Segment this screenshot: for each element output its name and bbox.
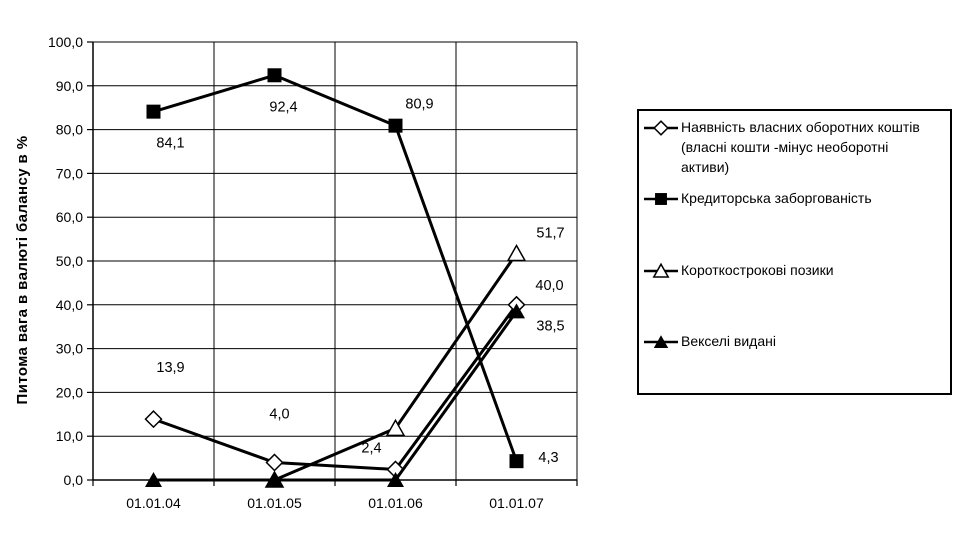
- filled-triangle-marker-icon: [508, 303, 525, 319]
- filled-square-marker-icon: [388, 118, 403, 133]
- legend-item-accounts-payable: Кредиторська заборгованість: [643, 188, 931, 208]
- point-label: 84,1: [156, 136, 184, 152]
- legend-label: Векселі видані: [681, 333, 776, 349]
- series-line-2: [273, 252, 518, 482]
- x-tick-label: 01.01.05: [247, 495, 302, 511]
- legend-item-promissory-notes: Векселі видані: [643, 331, 931, 351]
- filled-square-marker-icon: [509, 454, 524, 469]
- y-tick-label: 30,0: [56, 341, 83, 357]
- legend-label: Наявність власних оборотних коштів (влас…: [681, 119, 920, 175]
- filled-triangle-marker-icon: [266, 472, 283, 487]
- y-tick-label: 40,0: [56, 297, 83, 313]
- y-tick-label: 90,0: [56, 78, 83, 94]
- y-tick-label: 20,0: [56, 384, 83, 400]
- series-line-3: [153, 310, 518, 482]
- y-tick-label: 70,0: [56, 165, 83, 181]
- legend-label: Короткострокові позики: [681, 262, 834, 278]
- point-label: 92,4: [269, 99, 297, 115]
- y-tick-label: 100,0: [48, 34, 83, 50]
- filled-triangle-marker-icon: [387, 472, 404, 487]
- y-tick-label: 50,0: [56, 253, 83, 269]
- x-tick-label: 01.01.06: [368, 495, 423, 511]
- point-label: 40,0: [535, 278, 563, 294]
- open-triangle-marker-icon: [385, 418, 406, 437]
- point-label: 2,4: [361, 440, 381, 456]
- open-diamond-marker-icon: [653, 120, 669, 136]
- filled-square-marker-icon: [146, 104, 161, 119]
- point-label: 4,3: [538, 450, 558, 466]
- open-triangle-marker-icon: [652, 262, 670, 278]
- point-label: 80,9: [405, 97, 433, 113]
- open-diamond-marker-icon: [144, 410, 163, 429]
- filled-triangle-marker-icon: [145, 472, 162, 487]
- open-diamond-marker-icon: [644, 120, 678, 136]
- series-line-1: [153, 73, 518, 462]
- y-tick-label: 10,0: [56, 428, 83, 444]
- legend: Наявність власних оборотних коштів (влас…: [637, 109, 952, 395]
- legend-item-own-working-capital: Наявність власних оборотних коштів (влас…: [643, 117, 931, 177]
- x-tick-label: 01.01.04: [126, 495, 181, 511]
- point-label: 51,7: [536, 226, 564, 242]
- filled-square-marker-icon: [655, 193, 667, 205]
- open-triangle-marker-icon: [506, 244, 527, 262]
- y-axis-title: Питома вага в валюті балансу в %: [14, 136, 31, 405]
- y-tick-label: 80,0: [56, 122, 83, 138]
- filled-square-marker-icon: [644, 193, 678, 205]
- x-tick-label: 01.01.07: [489, 495, 544, 511]
- open-triangle-marker-icon: [644, 262, 678, 278]
- point-label: 38,5: [536, 318, 564, 334]
- legend-label: Кредиторська заборгованість: [681, 190, 872, 206]
- filled-triangle-marker-icon: [644, 335, 678, 348]
- y-tick-label: 0,0: [64, 472, 84, 488]
- open-diamond-marker-icon: [265, 453, 284, 472]
- legend-item-short-term-loans: Короткострокові позики: [643, 260, 931, 280]
- filled-triangle-marker-icon: [653, 335, 669, 348]
- point-label: 13,9: [156, 360, 184, 376]
- series-line-0: [152, 303, 518, 471]
- point-label: 4,0: [269, 406, 289, 422]
- y-tick-label: 60,0: [56, 209, 83, 225]
- filled-square-marker-icon: [267, 68, 282, 83]
